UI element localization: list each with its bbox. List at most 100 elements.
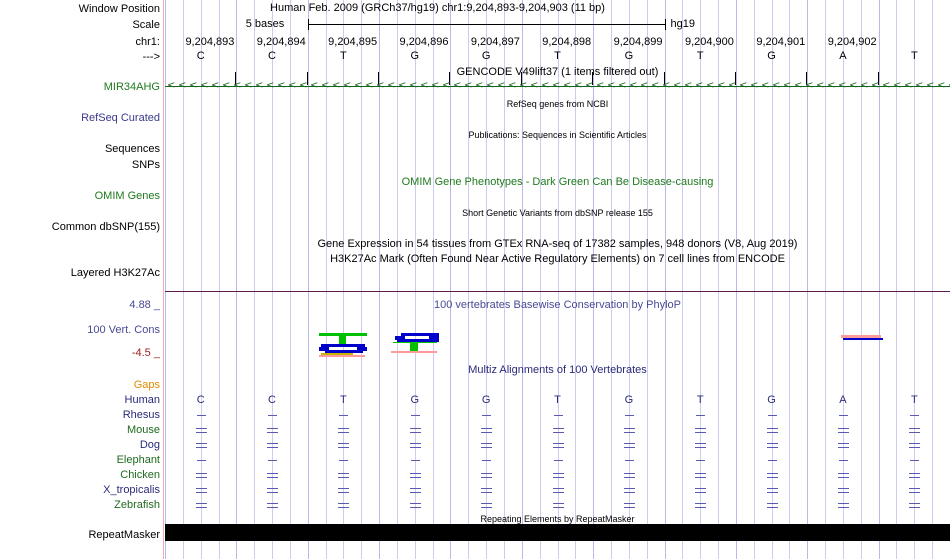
track-label-snps[interactable]: SNPs [131, 159, 160, 171]
cons-min-value: -4.5 _ [5, 347, 165, 359]
species-gap-dash [623, 503, 635, 504]
track-label-mir34ahg[interactable]: MIR34AHG [103, 81, 160, 93]
species-row [165, 469, 950, 484]
strand-arrow-icon: < [354, 80, 363, 91]
species-label-zebrafish[interactable]: Zebrafish [114, 499, 160, 511]
track-label-100-vert-cons[interactable]: 100 Vert. Cons [87, 324, 160, 336]
phylop-glyph[interactable] [390, 333, 439, 357]
strand-arrow-icon: < [926, 80, 935, 91]
species-gap-dash [267, 428, 279, 429]
browser-data-area[interactable] [165, 0, 950, 559]
species-label-dog[interactable]: Dog [139, 439, 160, 451]
ruler-position: 9,204,897 [470, 36, 520, 48]
species-gap-dash [481, 473, 493, 474]
species-gap-dash [552, 428, 564, 429]
strand-arrow-icon: < [849, 80, 858, 91]
species-gap-dash [338, 428, 350, 429]
track-label-sequences[interactable]: Sequences [104, 143, 160, 155]
strand-arrow-icon: < [816, 80, 825, 91]
species-label-human[interactable]: Human [124, 394, 160, 406]
species-gap-dash [409, 447, 421, 448]
phylop-neg-bar [842, 338, 883, 340]
species-gap-dash [338, 503, 350, 504]
species-base: G [624, 394, 634, 406]
grid-line [914, 0, 915, 559]
grid-line [290, 0, 291, 559]
species-gap-dash [623, 432, 635, 433]
phylop-pos-bar [428, 336, 439, 340]
species-label-x-tropicalis[interactable]: X_tropicalis [103, 484, 160, 496]
phylop-glyph[interactable] [319, 333, 368, 361]
phylop-pos-bar [400, 333, 439, 336]
grid-line [611, 0, 612, 559]
species-row [165, 424, 950, 439]
strand-arrow-icon: < [211, 80, 220, 91]
species-gap-dash [695, 492, 707, 493]
track-label-repeatmasker[interactable]: RepeatMasker [88, 529, 160, 541]
grid-line [700, 0, 701, 559]
strand-arrow-icon: < [596, 80, 605, 91]
species-label-mouse[interactable]: Mouse [126, 424, 160, 436]
species-gap-dash [195, 503, 207, 504]
grid-line [219, 0, 220, 559]
ruler-position: 9,204,902 [827, 36, 877, 48]
species-gap-dash [623, 428, 635, 429]
species-label-chicken[interactable]: Chicken [120, 469, 160, 481]
species-base: C [196, 394, 205, 406]
track-label-common-dbsnp[interactable]: Common dbSNP(155) [51, 221, 160, 233]
species-gap-dash [623, 447, 635, 448]
species-base: A [839, 394, 847, 406]
species-gap-dash [338, 473, 350, 474]
species-gap-dash [766, 473, 778, 474]
species-gap-dash [339, 415, 349, 416]
track-label-omim-genes[interactable]: OMIM Genes [94, 190, 160, 202]
phylop-glyph[interactable] [840, 335, 885, 341]
strand-arrow-icon: < [387, 80, 396, 91]
track-label-refseq-curated[interactable]: RefSeq Curated [81, 112, 160, 124]
species-gap-dash [837, 503, 849, 504]
ruler-tick [664, 72, 665, 85]
strand-arrow-icon: < [277, 80, 286, 91]
strand-arrow-icon: < [915, 80, 924, 91]
grid-line [932, 0, 933, 559]
strand-arrow-icon: < [420, 80, 429, 91]
phylop-neg-cap [392, 342, 437, 343]
species-gap-dash [909, 473, 921, 474]
ruler-tick [449, 72, 450, 85]
reference-base: A [839, 50, 847, 62]
track-label-gaps[interactable]: Gaps [133, 379, 160, 391]
species-row [165, 454, 950, 469]
center-label-publications: Publications: Sequences in Scientific Ar… [468, 130, 647, 140]
grid-line [361, 0, 362, 559]
species-label-elephant[interactable]: Elephant [116, 454, 160, 466]
grid-line [468, 0, 469, 559]
repeatmasker-bar[interactable] [165, 524, 950, 541]
species-gap-dash [195, 473, 207, 474]
strand-arrow-icon: < [299, 80, 308, 91]
center-label-dbsnp: Short Genetic Variants from dbSNP releas… [462, 208, 653, 218]
strand-arrow-icon: < [475, 80, 484, 91]
species-gap-dash [338, 432, 350, 433]
center-label-gtex: Gene Expression in 54 tissues from GTEx … [317, 238, 798, 250]
species-gap-dash [909, 447, 921, 448]
species-gap-dash [552, 443, 564, 444]
ruler-tick [735, 72, 736, 85]
species-gap-dash [767, 415, 777, 416]
species-gap-dash [838, 415, 848, 416]
strand-arrow-icon: < [904, 80, 913, 91]
species-label-rhesus[interactable]: Rhesus [122, 409, 160, 421]
strand-arrow-icon: < [574, 80, 583, 91]
strand-arrow-icon: < [442, 80, 451, 91]
strand-arrow-icon: < [541, 80, 550, 91]
species-gap-dash [481, 503, 493, 504]
strand-arrow-icon: < [948, 81, 950, 91]
species-gap-dash [481, 488, 493, 489]
mir34ahg-gene-line[interactable] [165, 86, 950, 87]
grid-line [736, 0, 737, 559]
species-gap-dash [267, 473, 279, 474]
strand-arrow-icon: < [530, 80, 539, 91]
strand-arrow-icon: < [662, 80, 671, 91]
species-gap-dash [837, 447, 849, 448]
track-label-layered-h3k27ac[interactable]: Layered H3K27Ac [70, 267, 160, 279]
